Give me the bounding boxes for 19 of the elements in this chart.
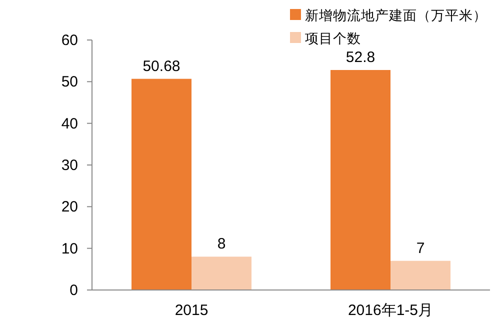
y-tick-label: 60: [61, 32, 78, 49]
data-label: 50.68: [142, 58, 180, 75]
bar: [390, 260, 450, 290]
y-tick-label: 50: [61, 74, 78, 91]
y-tick-label: 20: [61, 198, 78, 216]
data-label: 7: [416, 240, 425, 257]
legend-label: 项目个数: [305, 31, 361, 46]
bar: [330, 70, 390, 290]
y-tick-label: 40: [61, 115, 78, 132]
x-tick-label: 2016年1-5月: [348, 302, 434, 319]
data-label: 52.8: [346, 49, 376, 66]
bar: [192, 256, 252, 290]
y-tick-label: 30: [61, 157, 78, 174]
data-label: 8: [217, 236, 226, 253]
bar: [132, 78, 192, 290]
y-tick-label: 10: [61, 240, 78, 258]
x-tick-label: 2015: [174, 302, 208, 319]
y-tick-label: 0: [70, 282, 78, 299]
legend-label: 新增物流地产建面（万平米）: [305, 8, 487, 23]
